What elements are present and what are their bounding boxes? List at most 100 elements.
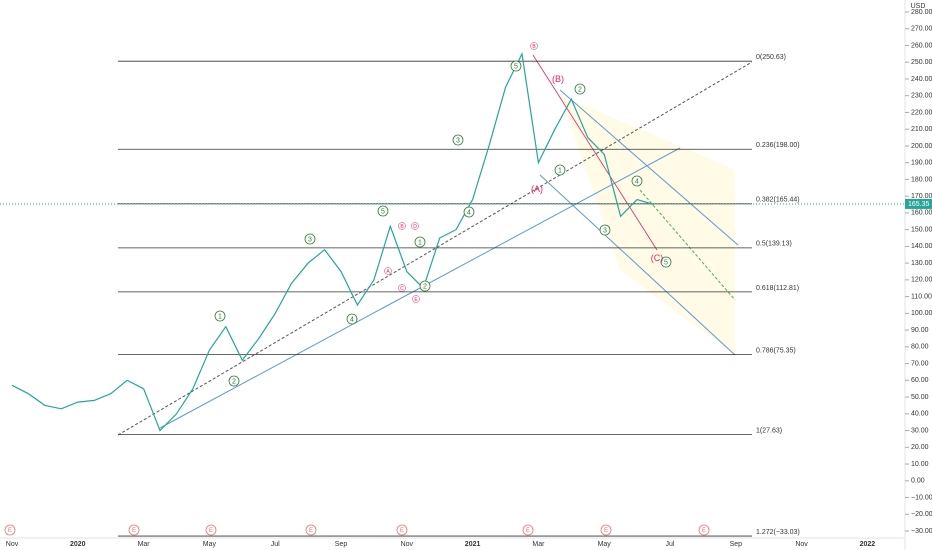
fib-label: 0(250.63) (756, 54, 786, 61)
y-tick-label: 10.00 (911, 461, 929, 468)
y-tick-label: 140.00 (911, 243, 932, 250)
fib-label: 0.236(198.00) (756, 142, 800, 149)
earnings-label: E (526, 528, 530, 534)
y-tick-label: −20.00 (911, 511, 932, 518)
wave-circle (228, 375, 240, 387)
correction-circle (398, 222, 406, 230)
earnings-label: E (209, 528, 213, 534)
y-tick-label: 160.00 (911, 210, 932, 217)
correction-circle (384, 267, 392, 275)
earnings-label: E (702, 528, 706, 534)
fib-label: 1.272(−33.03) (756, 529, 800, 536)
last-price-box (905, 198, 932, 209)
wave-label: 5 (664, 259, 668, 266)
earnings-marker (205, 524, 217, 536)
y-tick-label: 30.00 (911, 427, 929, 434)
y-tick-label: 270.00 (911, 26, 932, 33)
correction-label: (B) (552, 74, 564, 84)
correction-label: C (400, 286, 404, 292)
wave-circle (554, 164, 566, 176)
x-tick-label: Sep (335, 541, 348, 548)
earnings-marker (396, 524, 408, 536)
correction-circle (398, 284, 406, 292)
wave-label: 1 (218, 313, 222, 320)
y-tick-label: 280.00 (911, 9, 932, 16)
y-tick-label: 200.00 (911, 143, 932, 150)
x-tick-label: May (203, 541, 217, 548)
wave-circle (510, 60, 522, 72)
wave-circle (631, 175, 643, 187)
y-tick-label: 0.00 (911, 478, 925, 485)
x-tick-label: Mar (138, 541, 151, 548)
y-tick-label: 90.00 (911, 327, 929, 334)
wave-circle (304, 233, 316, 245)
wave-label: 5 (514, 63, 518, 70)
y-tick-label: 20.00 (911, 444, 929, 451)
channel-line (539, 174, 736, 356)
currency-label: USD (911, 3, 926, 10)
wave-circle (419, 280, 431, 292)
y-tick-label: 190.00 (911, 160, 932, 167)
earnings-label: E (132, 528, 136, 534)
correction-circle (412, 295, 420, 303)
wave-label: 3 (456, 137, 460, 144)
wave-circle (377, 205, 389, 217)
fib-label: 0.382(165.44) (756, 197, 800, 204)
y-tick-label: 70.00 (911, 360, 929, 367)
y-tick-label: 240.00 (911, 76, 932, 83)
wave-circle (214, 310, 226, 322)
x-tick-label: 2020 (70, 541, 86, 548)
fib-label: 0.618(112.81) (756, 285, 799, 292)
wave-circle (414, 236, 426, 248)
wave-label: 1 (418, 239, 422, 246)
y-tick-label: 180.00 (911, 176, 932, 183)
x-tick-label: Mar (532, 541, 545, 548)
y-tick-label: 100.00 (911, 310, 932, 317)
correction-label: (C) (651, 253, 664, 263)
y-tick-label: 60.00 (911, 377, 929, 384)
y-tick-label: 220.00 (911, 109, 932, 116)
x-tick-label: Jul (271, 541, 280, 548)
x-tick-label: Nov (401, 541, 414, 548)
y-tick-label: 120.00 (911, 277, 932, 284)
fib-label: 0.5(139.13) (756, 241, 792, 248)
wave-circle (463, 206, 475, 218)
y-tick-label: 40.00 (911, 411, 929, 418)
wave-circle (346, 313, 358, 325)
y-tick-label: 170.00 (911, 193, 932, 200)
correction-label: E (414, 297, 418, 303)
wave-label: 1 (558, 167, 562, 174)
wave-label: 3 (603, 227, 607, 234)
earnings-marker (305, 524, 317, 536)
correction-label: B (400, 224, 404, 230)
trend-line (117, 61, 753, 436)
wave-label: 2 (423, 283, 427, 290)
wave-circle (574, 83, 586, 95)
correction-label: B (532, 44, 536, 50)
wave-label: 4 (350, 316, 354, 323)
y-tick-label: −10.00 (911, 494, 932, 501)
wave-circle (599, 224, 611, 236)
y-tick-label: 50.00 (911, 394, 929, 401)
correction-label: (A) (531, 184, 543, 194)
channel-line (559, 89, 739, 246)
projection-zone (560, 95, 735, 355)
wave-label: 5 (381, 208, 385, 215)
y-tick-label: −30.00 (911, 528, 932, 535)
earnings-marker (128, 524, 140, 536)
fib-label: 1(27.63) (756, 427, 782, 434)
earnings-marker (600, 524, 612, 536)
correction-circle (411, 222, 419, 230)
x-tick-label: Sep (730, 541, 743, 548)
y-tick-label: 130.00 (911, 260, 932, 267)
price-line (11, 51, 654, 432)
x-tick-label: Jul (666, 541, 675, 548)
last-price-label: 165.35 (908, 201, 930, 208)
earnings-marker (4, 524, 16, 536)
wave-label: 2 (232, 378, 236, 385)
wave-label: 2 (578, 86, 582, 93)
earnings-label: E (604, 528, 608, 534)
y-tick-label: 80.00 (911, 344, 929, 351)
wave-circle (452, 134, 464, 146)
